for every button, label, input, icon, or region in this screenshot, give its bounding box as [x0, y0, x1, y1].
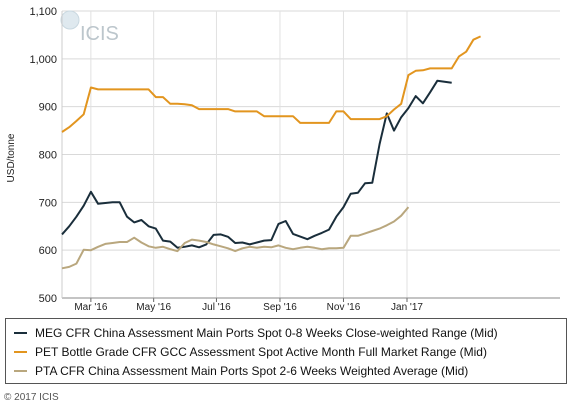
series-lines — [61, 35, 482, 270]
y-tick-label: 600 — [39, 245, 57, 257]
legend-item-pet: PET Bottle Grade CFR GCC Assessment Spot… — [14, 342, 558, 361]
legend-label-pet: PET Bottle Grade CFR GCC Assessment Spot… — [35, 344, 487, 359]
y-tick-label: 500 — [39, 293, 57, 305]
y-tick-label: 1,100 — [29, 6, 57, 18]
legend-item-meg: MEG CFR China Assessment Main Ports Spot… — [14, 323, 558, 342]
series-line-meg — [61, 79, 452, 249]
x-tick-label: Nov '16 — [327, 302, 361, 313]
series-line-pta — [61, 206, 410, 270]
y-axis-label: USD/tonne — [6, 133, 17, 182]
x-tick-label: Jan '17 — [391, 302, 423, 313]
legend-swatch-meg — [14, 331, 27, 334]
legend-label-pta: PTA CFR China Assessment Main Ports Spot… — [35, 363, 469, 378]
x-tick-label: May '16 — [136, 302, 171, 313]
x-tick-label: Mar '16 — [74, 302, 107, 313]
y-tick-label: 800 — [39, 150, 57, 162]
axes: 500 600 700 800 900 1,000 1,100 Mar '16 May '16 J… — [29, 6, 560, 313]
x-tick-label: Sep '16 — [263, 302, 297, 313]
legend-swatch-pta — [14, 369, 27, 372]
logo-globe-icon — [60, 10, 80, 30]
copyright-text: © 2017 ICIS — [4, 392, 59, 403]
logo-text: ICIS — [80, 23, 119, 45]
legend: MEG CFR China Assessment Main Ports Spot… — [5, 318, 567, 384]
icis-logo: ICIS — [60, 10, 119, 45]
line-chart: ICIS 500 600 700 800 900 1,000 1,100 Mar '16 May… — [6, 6, 560, 313]
legend-label-meg: MEG CFR China Assessment Main Ports Spot… — [35, 325, 498, 340]
grid-lines — [62, 10, 560, 299]
legend-swatch-pet — [14, 350, 27, 353]
x-tick-label: Jul '16 — [202, 302, 231, 313]
y-tick-label: 700 — [39, 197, 57, 209]
legend-item-pta: PTA CFR China Assessment Main Ports Spot… — [14, 361, 558, 380]
y-tick-label: 1,000 — [29, 54, 57, 66]
y-tick-label: 900 — [39, 102, 57, 114]
series-line-pet — [61, 35, 482, 133]
